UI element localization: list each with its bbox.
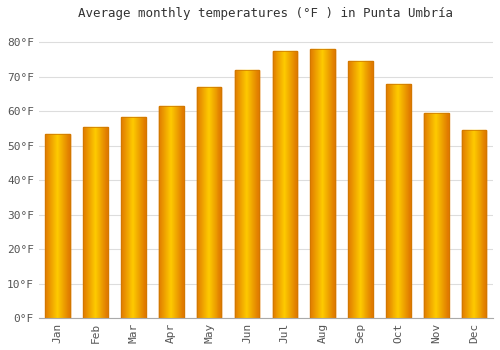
Bar	[310, 49, 335, 318]
Title: Average monthly temperatures (°F ) in Punta Umbría: Average monthly temperatures (°F ) in Pu…	[78, 7, 454, 20]
Bar	[462, 130, 486, 318]
Bar	[424, 113, 448, 318]
Bar	[197, 87, 222, 318]
Bar	[272, 51, 297, 318]
Bar	[159, 106, 184, 318]
Bar	[84, 127, 108, 318]
Bar	[121, 117, 146, 318]
Bar	[386, 84, 410, 318]
Bar	[46, 134, 70, 318]
Bar	[234, 70, 260, 318]
Bar	[348, 62, 373, 318]
